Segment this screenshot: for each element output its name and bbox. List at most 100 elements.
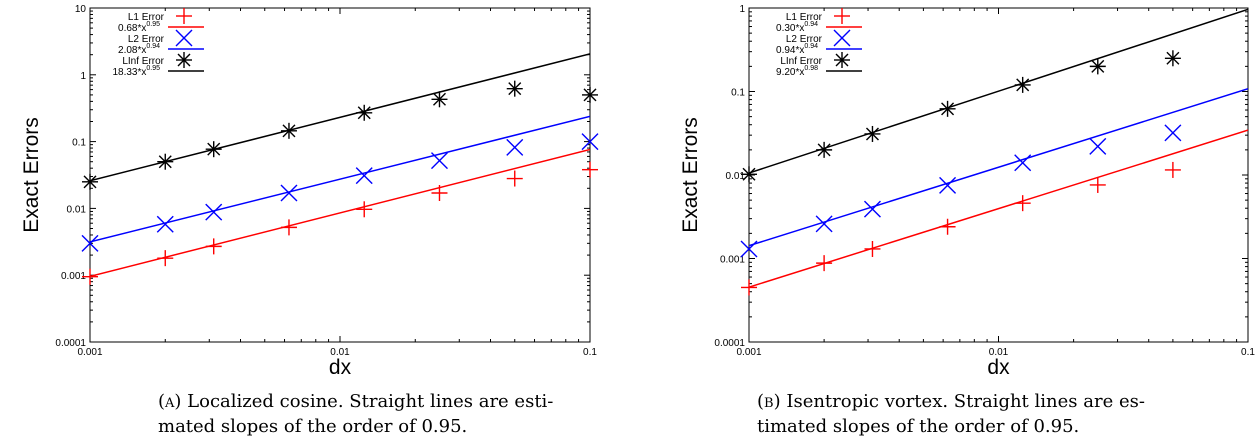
data-point	[156, 215, 174, 233]
caption-b-line2: timated slopes of the order of 0.95.	[757, 416, 1080, 437]
legend-marker	[833, 29, 851, 47]
data-point	[816, 141, 833, 158]
fit-line	[90, 53, 590, 182]
legend-fit-exponent: 0.94	[146, 43, 160, 50]
x-axis-label: dx	[329, 356, 352, 379]
x-tick-label: 0.1	[583, 347, 597, 358]
data-point	[82, 268, 98, 285]
caption-a-line1: Localized cosine. Straight lines are est…	[187, 391, 554, 412]
legend-marker	[175, 29, 193, 47]
data-point	[430, 152, 448, 170]
fit-line	[749, 129, 1248, 288]
data-point	[356, 201, 373, 218]
legend-fit-label: 2.08*x0.94	[118, 43, 160, 56]
data-point	[741, 166, 757, 183]
data-point	[1164, 124, 1182, 142]
data-point	[355, 167, 373, 185]
legend-fit-exponent: 0.94	[804, 43, 818, 50]
data-point	[157, 250, 174, 267]
legend-fit-exponent: 0.95	[146, 65, 160, 72]
y-axis-label: Exact Errors	[20, 117, 43, 233]
legend-fit-exponent: 0.94	[804, 21, 818, 28]
data-point	[816, 255, 833, 272]
data-point	[740, 240, 758, 258]
y-tick-label: 0.01	[726, 171, 746, 182]
data-point	[1089, 58, 1106, 75]
legend-fit-label: 0.30*x0.94	[776, 21, 818, 34]
data-point	[581, 133, 599, 151]
y-axis-label: Exact Errors	[679, 117, 702, 233]
x-tick-label: 0.01	[330, 347, 350, 358]
fit-line	[749, 88, 1248, 247]
data-point	[506, 170, 523, 187]
legend-series-label: L1 Error	[786, 12, 823, 23]
legend-fit-label: 0.68*x0.95	[118, 21, 160, 34]
x-tick-label: 0.01	[989, 347, 1009, 358]
fit-line	[90, 115, 590, 243]
legend-fit-label: 9.20*x0.98	[776, 65, 818, 78]
fit-line	[90, 148, 590, 278]
data-point	[741, 279, 757, 296]
data-point	[205, 141, 222, 158]
x-tick-label: 0.001	[736, 347, 761, 358]
legend-marker	[176, 52, 192, 68]
data-point	[939, 176, 957, 194]
legend-series-label: L1 Error	[128, 12, 165, 23]
caption-b-line1: Isentropic vortex. Straight lines are es…	[786, 391, 1145, 412]
data-point	[431, 91, 448, 108]
caption-b: (b) Isentropic vortex. Straight lines ar…	[757, 389, 1145, 439]
x-axis-label: dx	[987, 356, 1010, 379]
data-point	[1164, 161, 1181, 178]
data-point	[939, 100, 956, 117]
y-tick-label: 0.0001	[714, 338, 745, 349]
legend-marker	[834, 52, 850, 68]
legend-series-label: L2 Error	[128, 34, 165, 45]
data-point	[82, 173, 98, 190]
data-point	[864, 240, 881, 257]
legend-series-label: L2 Error	[786, 34, 823, 45]
data-point	[81, 234, 99, 252]
legend-fit-exponent: 0.95	[146, 21, 160, 28]
data-point	[506, 80, 523, 97]
y-tick-label: 0.01	[67, 204, 87, 215]
legend-fit-label: 0.94*x0.94	[776, 43, 818, 56]
data-point	[863, 200, 881, 218]
data-point	[506, 138, 524, 156]
caption-a-label: (a)	[158, 391, 182, 412]
data-point	[1014, 154, 1032, 172]
legend-fit-label: 18.33*x0.95	[112, 65, 160, 78]
legend-series-label: LInf Error	[122, 56, 164, 67]
y-tick-label: 0.1	[731, 88, 745, 99]
data-point	[280, 219, 297, 236]
y-tick-label: 0.1	[72, 138, 86, 149]
y-tick-label: 0.001	[61, 271, 86, 282]
data-point	[582, 161, 598, 178]
caption-b-label: (b)	[757, 391, 781, 412]
data-point	[582, 86, 598, 103]
data-point	[280, 122, 297, 139]
data-point	[1014, 195, 1031, 212]
data-point	[864, 125, 881, 142]
data-point	[1014, 76, 1031, 93]
y-tick-label: 1	[739, 4, 745, 15]
data-point	[939, 218, 956, 235]
legend-series-label: LInf Error	[780, 56, 822, 67]
data-point	[1164, 50, 1181, 67]
legend-fit-exponent: 0.98	[804, 65, 818, 72]
data-point	[280, 184, 298, 202]
y-tick-label: 10	[75, 4, 87, 15]
y-tick-label: 1	[80, 71, 86, 82]
caption-a: (a) Localized cosine. Straight lines are…	[158, 389, 553, 439]
fit-line	[749, 8, 1248, 174]
legend-marker	[176, 8, 192, 24]
data-point	[356, 104, 373, 121]
data-point	[1089, 137, 1107, 155]
legend-marker	[834, 8, 850, 24]
data-point	[205, 203, 223, 221]
y-tick-label: 0.001	[720, 255, 745, 266]
